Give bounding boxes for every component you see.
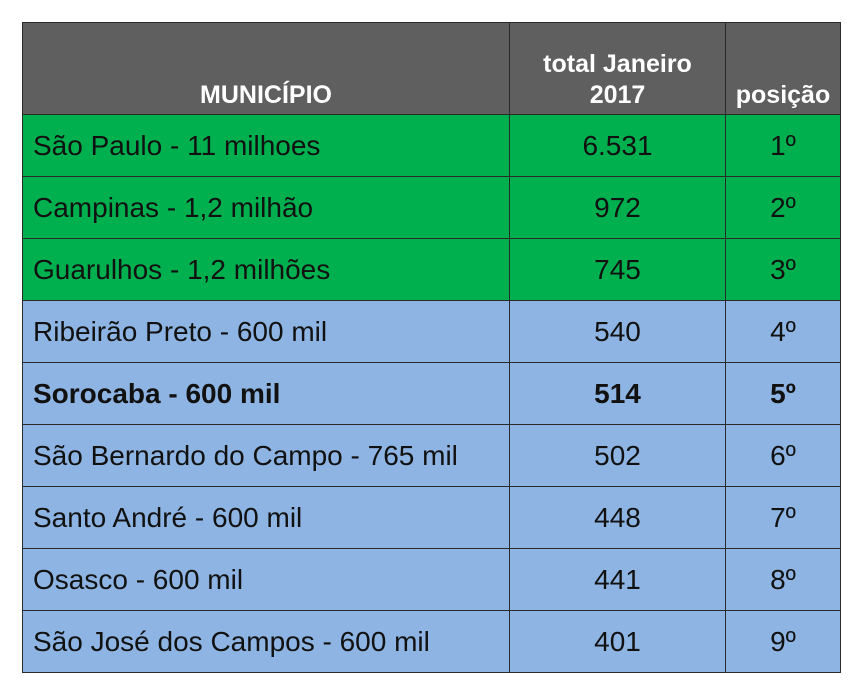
cell-posicao: 9º: [725, 610, 841, 673]
header-total: total Janeiro 2017: [509, 22, 726, 115]
cell-total: 441: [509, 548, 726, 611]
table-row: Santo André - 600 mil 448 7º: [22, 486, 841, 549]
cell-total: 540: [509, 300, 726, 363]
cell-municipio: Osasco - 600 mil: [22, 548, 510, 611]
table-row: Guarulhos - 1,2 milhões 745 3º: [22, 238, 841, 301]
table-row: Osasco - 600 mil 441 8º: [22, 548, 841, 611]
cell-posicao: 5º: [725, 362, 841, 425]
header-total-line1: total Janeiro: [543, 49, 692, 78]
cell-municipio: São Bernardo do Campo - 765 mil: [22, 424, 510, 487]
cell-posicao: 4º: [725, 300, 841, 363]
header-municipio: MUNICÍPIO: [22, 22, 510, 115]
cell-municipio: Santo André - 600 mil: [22, 486, 510, 549]
cell-posicao: 3º: [725, 238, 841, 301]
cell-total: 514: [509, 362, 726, 425]
table-row: São José dos Campos - 600 mil 401 9º: [22, 610, 841, 673]
header-total-line2: 2017: [589, 80, 646, 109]
table-row: Campinas - 1,2 milhão 972 2º: [22, 176, 841, 239]
cell-posicao: 1º: [725, 114, 841, 177]
ranking-table-container: MUNICÍPIO total Janeiro 2017 posição São…: [22, 22, 841, 673]
cell-total: 972: [509, 176, 726, 239]
cell-total: 502: [509, 424, 726, 487]
table-row: São Paulo - 11 milhoes 6.531 1º: [22, 114, 841, 177]
table-row: São Bernardo do Campo - 765 mil 502 6º: [22, 424, 841, 487]
table-row-highlighted: Sorocaba - 600 mil 514 5º: [22, 362, 841, 425]
cell-posicao: 6º: [725, 424, 841, 487]
cell-posicao: 7º: [725, 486, 841, 549]
cell-total: 745: [509, 238, 726, 301]
cell-municipio: Guarulhos - 1,2 milhões: [22, 238, 510, 301]
cell-posicao: 2º: [725, 176, 841, 239]
cell-municipio: São Paulo - 11 milhoes: [22, 114, 510, 177]
cell-total: 401: [509, 610, 726, 673]
header-posicao: posição: [725, 22, 841, 115]
cell-municipio: Sorocaba - 600 mil: [22, 362, 510, 425]
cell-municipio: Ribeirão Preto - 600 mil: [22, 300, 510, 363]
table-row: Ribeirão Preto - 600 mil 540 4º: [22, 300, 841, 363]
cell-municipio: Campinas - 1,2 milhão: [22, 176, 510, 239]
cell-total: 6.531: [509, 114, 726, 177]
ranking-table: MUNICÍPIO total Janeiro 2017 posição São…: [22, 22, 841, 673]
cell-municipio: São José dos Campos - 600 mil: [22, 610, 510, 673]
header-row: MUNICÍPIO total Janeiro 2017 posição: [22, 22, 841, 115]
cell-total: 448: [509, 486, 726, 549]
cell-posicao: 8º: [725, 548, 841, 611]
